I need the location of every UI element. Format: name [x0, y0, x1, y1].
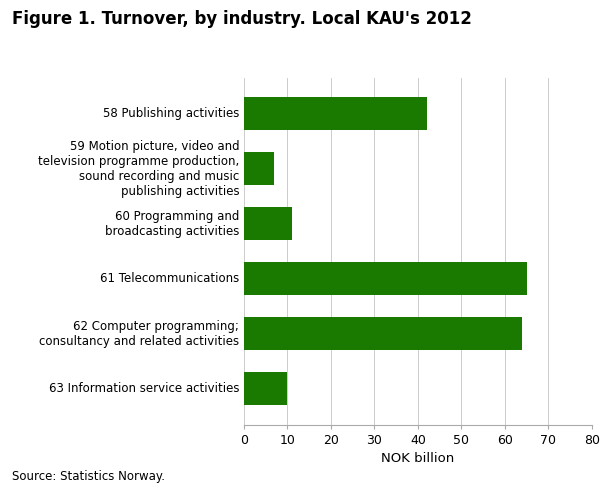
Bar — [244, 207, 292, 240]
Bar — [244, 263, 526, 295]
Bar — [244, 97, 426, 130]
Bar — [244, 372, 287, 406]
Bar — [244, 317, 522, 350]
Text: Source: Statistics Norway.: Source: Statistics Norway. — [12, 470, 165, 483]
X-axis label: NOK billion: NOK billion — [381, 452, 454, 465]
Bar — [244, 152, 274, 185]
Text: Figure 1. Turnover, by industry. Local KAU's 2012: Figure 1. Turnover, by industry. Local K… — [12, 10, 472, 28]
